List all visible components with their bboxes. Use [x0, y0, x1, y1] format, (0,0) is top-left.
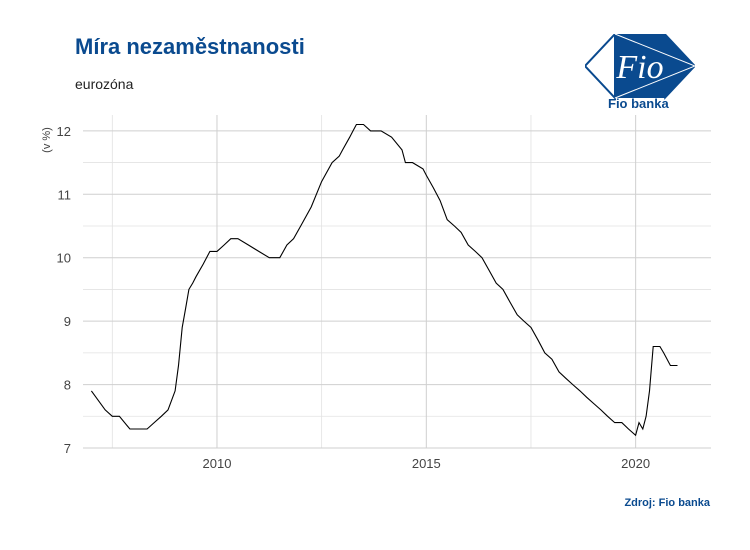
x-tick-label: 2010	[203, 456, 232, 471]
series-line	[90, 123, 678, 437]
y-axis-label: (v %)	[41, 127, 53, 153]
y-tick-label: 12	[57, 124, 71, 139]
logo-mark: Fio	[615, 49, 663, 86]
source-note: Zdroj: Fio banka	[624, 497, 710, 509]
fio-logo-icon: Fio	[585, 34, 695, 101]
x-tick-label: 2015	[412, 456, 441, 471]
chart-axes: 2010 2015 2020 7 8 9 10 11 12	[57, 124, 651, 471]
y-tick-label: 9	[64, 314, 71, 329]
page-subtitle: eurozóna	[75, 76, 134, 92]
page-title: Míra nezaměstnanosti	[75, 34, 305, 59]
y-tick-label: 11	[58, 187, 72, 202]
y-tick-label: 7	[64, 441, 71, 456]
y-tick-label: 8	[64, 378, 71, 393]
logo-name: Fio banka	[608, 96, 669, 111]
x-tick-label: 2020	[621, 456, 650, 471]
chart-grid	[83, 115, 711, 449]
y-tick-label: 10	[57, 251, 71, 266]
